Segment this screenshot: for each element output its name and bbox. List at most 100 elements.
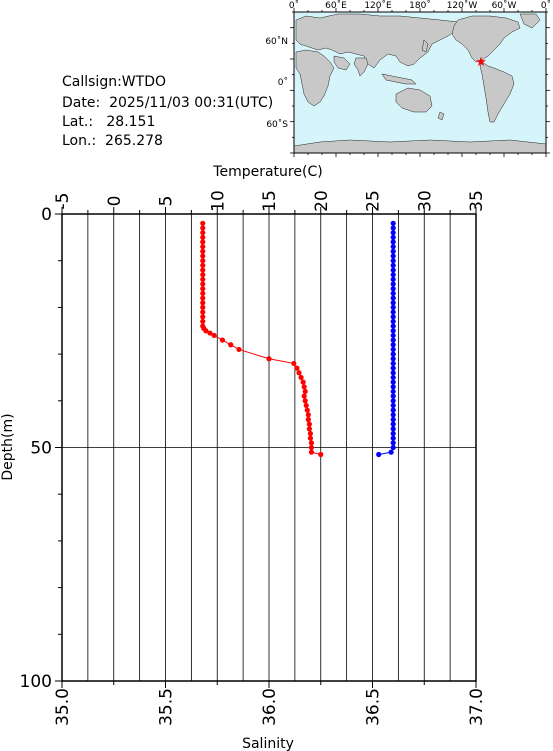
salinity-data-point [390, 384, 396, 390]
temperature-data-point [306, 421, 312, 427]
salinity-data-point [390, 239, 396, 245]
temperature-tick-label: 15 [260, 190, 280, 212]
salinity-data-point [390, 337, 396, 343]
temperature-data-point [308, 440, 315, 446]
salinity-data-point [390, 379, 396, 385]
chart-grid [62, 214, 476, 681]
salinity-axis-ticks: 35.0 35.5 36.0 36.5 37.0 [53, 681, 487, 726]
salinity-data-point [390, 262, 396, 268]
map-top-label: 60˚W [492, 0, 517, 11]
temperature-data-point [302, 388, 308, 395]
map-left-label: 0˚ [278, 77, 288, 88]
map-top-label: 120˚W [447, 0, 478, 11]
temperature-data-point [304, 407, 310, 413]
map-top-label: 0˚ [541, 0, 551, 11]
temperature-data-point [307, 435, 313, 441]
map-top-label: 60˚E [325, 0, 347, 11]
salinity-data-point [390, 416, 396, 423]
temperature-data-point [200, 244, 206, 250]
salinity-series [376, 220, 396, 458]
temperature-data-point [200, 230, 206, 236]
temperature-data-point [305, 412, 311, 418]
salinity-data-point [390, 220, 396, 226]
callsign-label: Callsign:WTDO [62, 74, 166, 90]
salinity-data-point [390, 253, 396, 259]
map-left-label: 60˚S [266, 119, 288, 130]
temperature-data-point [318, 451, 324, 458]
star-icon: ★ [475, 55, 487, 70]
salinity-data-point [390, 295, 396, 301]
salinity-data-point [390, 244, 396, 250]
salinity-data-point [390, 351, 396, 357]
salinity-data-point [390, 426, 396, 432]
salinity-tick-label: 36.0 [260, 688, 280, 726]
temperature-data-point [303, 402, 309, 409]
salinity-data-point [390, 314, 396, 320]
land-south-america [479, 61, 515, 123]
temperature-data-point [200, 281, 206, 287]
land-greenland [519, 13, 541, 29]
temperature-data-point [200, 318, 206, 325]
salinity-tick-label: 35.5 [157, 688, 177, 726]
temperature-data-point [211, 332, 217, 339]
temperature-data-point [200, 248, 206, 254]
temperature-data-point [266, 356, 272, 362]
salinity-tick-label: 36.5 [364, 688, 384, 726]
depth-tick-label: 50 [30, 439, 52, 459]
salinity-data-point [390, 258, 396, 264]
salinity-data-point [390, 318, 396, 325]
salinity-data-point [390, 444, 396, 451]
map-left-label: 60˚N [265, 36, 288, 47]
salinity-data-point [390, 402, 396, 409]
temperature-data-point [200, 225, 206, 231]
date-label: Date: 2025/11/03 00:31(UTC) [62, 95, 274, 111]
depth-tick-label: 0 [41, 205, 52, 225]
salinity-data-point [390, 398, 396, 404]
salinity-data-point [390, 435, 396, 441]
temperature-data-point [203, 328, 209, 334]
salinity-data-point [390, 421, 396, 427]
longitude-label: Lon.: 265.278 [62, 133, 163, 149]
temperature-data-point [302, 398, 308, 404]
temperature-data-point [200, 253, 206, 259]
land-india [353, 57, 369, 77]
salinity-data-point [390, 407, 396, 413]
land-antarctica [293, 139, 547, 154]
temperature-data-point [200, 272, 206, 278]
temperature-data-point [200, 267, 206, 273]
temperature-data-point [200, 314, 206, 320]
map-top-label: 0˚ [289, 0, 299, 11]
temperature-data-point [207, 330, 213, 336]
salinity-data-point [390, 430, 396, 437]
temperature-data-point [200, 258, 206, 264]
temperature-series [200, 220, 324, 458]
temperature-data-point [236, 346, 242, 353]
temperature-data-point [308, 449, 315, 455]
land-new-zealand [437, 111, 445, 121]
salinity-data-point [390, 234, 396, 240]
map-ticks [290, 8, 550, 157]
salinity-data-point [390, 370, 396, 376]
temperature-data-point [296, 370, 302, 376]
salinity-data-point [390, 304, 396, 310]
map-top-label: 120˚E [364, 0, 392, 11]
temperature-data-point [200, 220, 206, 226]
temperature-data-point [219, 337, 226, 343]
map-labels: 0˚ 60˚E 120˚E 180˚ 120˚W 60˚W 0˚ 60˚N 0˚… [265, 0, 551, 130]
salinity-data-point [376, 451, 382, 458]
salinity-data-point [390, 300, 396, 306]
salinity-data-point [388, 449, 394, 455]
salinity-data-point [390, 272, 396, 278]
salinity-data-point [390, 393, 396, 399]
temperature-data-point [200, 286, 206, 292]
location-map: 0˚ 60˚E 120˚E 180˚ 120˚W 60˚W 0˚ 60˚N 0˚… [265, 0, 551, 157]
land-eurasia [295, 13, 467, 69]
salinity-tick-label: 37.0 [467, 688, 487, 726]
salinity-data-point [390, 225, 396, 231]
temperature-data-point [200, 295, 206, 301]
temperature-data-point [200, 304, 206, 310]
salinity-data-point [390, 281, 396, 287]
salinity-data-point [390, 365, 396, 371]
temperature-tick-label: 30 [415, 190, 435, 212]
